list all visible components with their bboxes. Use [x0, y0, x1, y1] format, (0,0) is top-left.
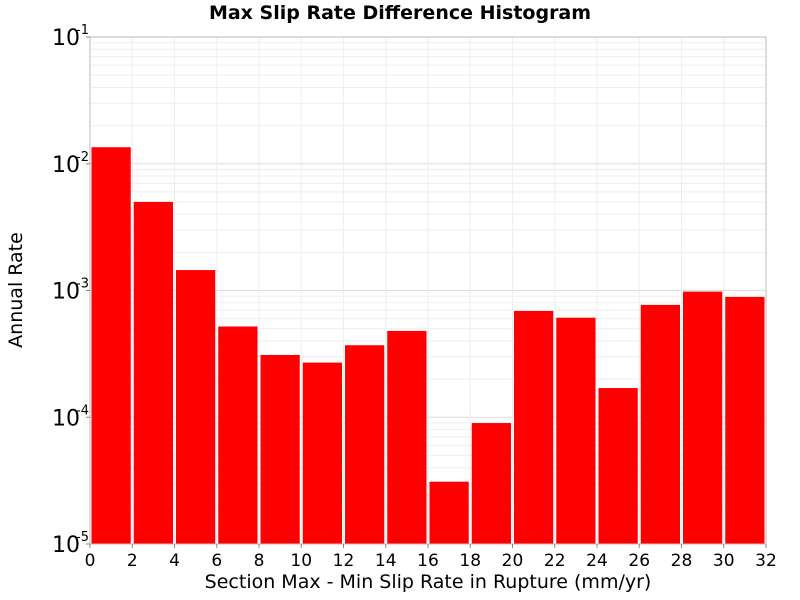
x-ticks: 0 2 4 6 8 10 12 14 16 18 20 22 24 26 28 30 32 — [85, 544, 777, 571]
histogram-bar — [640, 304, 680, 544]
y-tick-label: 10 — [52, 406, 80, 431]
histogram-bar — [429, 481, 469, 544]
x-tick-label: 12 — [333, 551, 355, 571]
y-tick-label: 10 — [52, 153, 80, 178]
x-tick-label: 30 — [713, 551, 735, 571]
x-tick-label: 2 — [127, 551, 138, 571]
x-tick-label: 8 — [254, 551, 265, 571]
y-tick-exponent: -5 — [76, 530, 89, 545]
histogram-bar — [133, 201, 173, 544]
x-tick-label: 24 — [586, 551, 608, 571]
y-tick-label: 10 — [52, 533, 80, 558]
x-tick-label: 16 — [417, 551, 439, 571]
histogram-bar — [302, 362, 342, 544]
histogram-bar — [345, 345, 385, 544]
x-tick-label: 14 — [375, 551, 397, 571]
x-tick-label: 4 — [169, 551, 180, 571]
x-tick-label: 26 — [628, 551, 650, 571]
histogram-bar — [91, 147, 131, 544]
histogram-bar — [260, 354, 300, 544]
histogram-bar — [725, 296, 765, 544]
histogram-bar — [514, 310, 554, 544]
x-axis-label: Section Max - Min Slip Rate in Rupture (… — [204, 571, 652, 593]
x-tick-label: 6 — [211, 551, 222, 571]
x-tick-label: 22 — [544, 551, 566, 571]
histogram-bar — [218, 326, 258, 544]
histogram-bar — [471, 423, 511, 544]
chart-title: Max Slip Rate Difference Histogram — [208, 2, 592, 24]
histogram-bar — [598, 388, 638, 544]
y-tick-exponent: -2 — [76, 150, 89, 165]
x-tick-label: 28 — [671, 551, 693, 571]
histogram-bar — [176, 270, 216, 544]
y-tick-exponent: -3 — [76, 277, 89, 292]
y-tick-exponent: -1 — [76, 23, 89, 38]
bars — [91, 147, 765, 544]
y-ticks: 10-510-410-310-210-1 — [52, 23, 90, 558]
y-tick-label: 10 — [52, 26, 80, 51]
x-tick-label: 0 — [85, 551, 96, 571]
x-tick-label: 10 — [290, 551, 312, 571]
histogram-bar — [556, 317, 596, 544]
x-tick-label: 20 — [502, 551, 524, 571]
x-tick-label: 18 — [459, 551, 481, 571]
histogram-bar — [683, 291, 723, 544]
y-tick-label: 10 — [52, 280, 80, 305]
x-tick-label: 32 — [755, 551, 777, 571]
y-tick-exponent: -4 — [76, 403, 89, 418]
histogram-bar — [387, 330, 427, 544]
